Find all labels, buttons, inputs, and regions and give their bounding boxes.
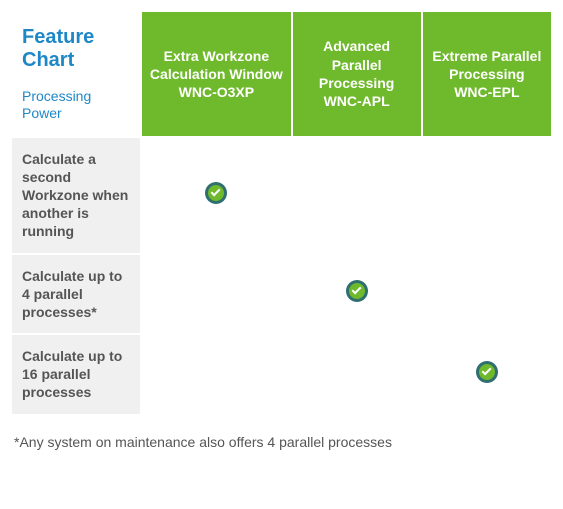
row-label: Calculate up to 4 parallel processes* [11,254,141,335]
column-header-1: Advanced Parallel Processing WNC-APL [292,11,422,137]
row-label: Calculate a second Workzone when another… [11,137,141,254]
feature-cell [422,137,552,254]
chart-subtitle: Processing Power [22,88,130,122]
column-header-0: Extra Workzone Calculation Window WNC-O3… [141,11,291,137]
feature-cell [292,254,422,335]
check-icon [346,280,368,302]
feature-chart-table: Feature Chart Processing Power Extra Wor… [10,10,553,416]
header-left-cell: Feature Chart Processing Power [11,11,141,137]
feature-cell [292,334,422,415]
feature-cell [422,254,552,335]
feature-cell [292,137,422,254]
feature-rows: Calculate a second Workzone when another… [11,137,552,415]
table-row: Calculate up to 16 parallel processes [11,334,552,415]
chart-title: Feature Chart [22,26,130,72]
feature-cell [422,334,552,415]
footnote: *Any system on maintenance also offers 4… [10,416,553,454]
check-icon [476,361,498,383]
feature-cell [141,334,291,415]
feature-cell [141,137,291,254]
table-row: Calculate a second Workzone when another… [11,137,552,254]
table-row: Calculate up to 4 parallel processes* [11,254,552,335]
row-label: Calculate up to 16 parallel processes [11,334,141,415]
column-header-2: Extreme Parallel Processing WNC-EPL [422,11,552,137]
feature-cell [141,254,291,335]
check-icon [205,182,227,204]
